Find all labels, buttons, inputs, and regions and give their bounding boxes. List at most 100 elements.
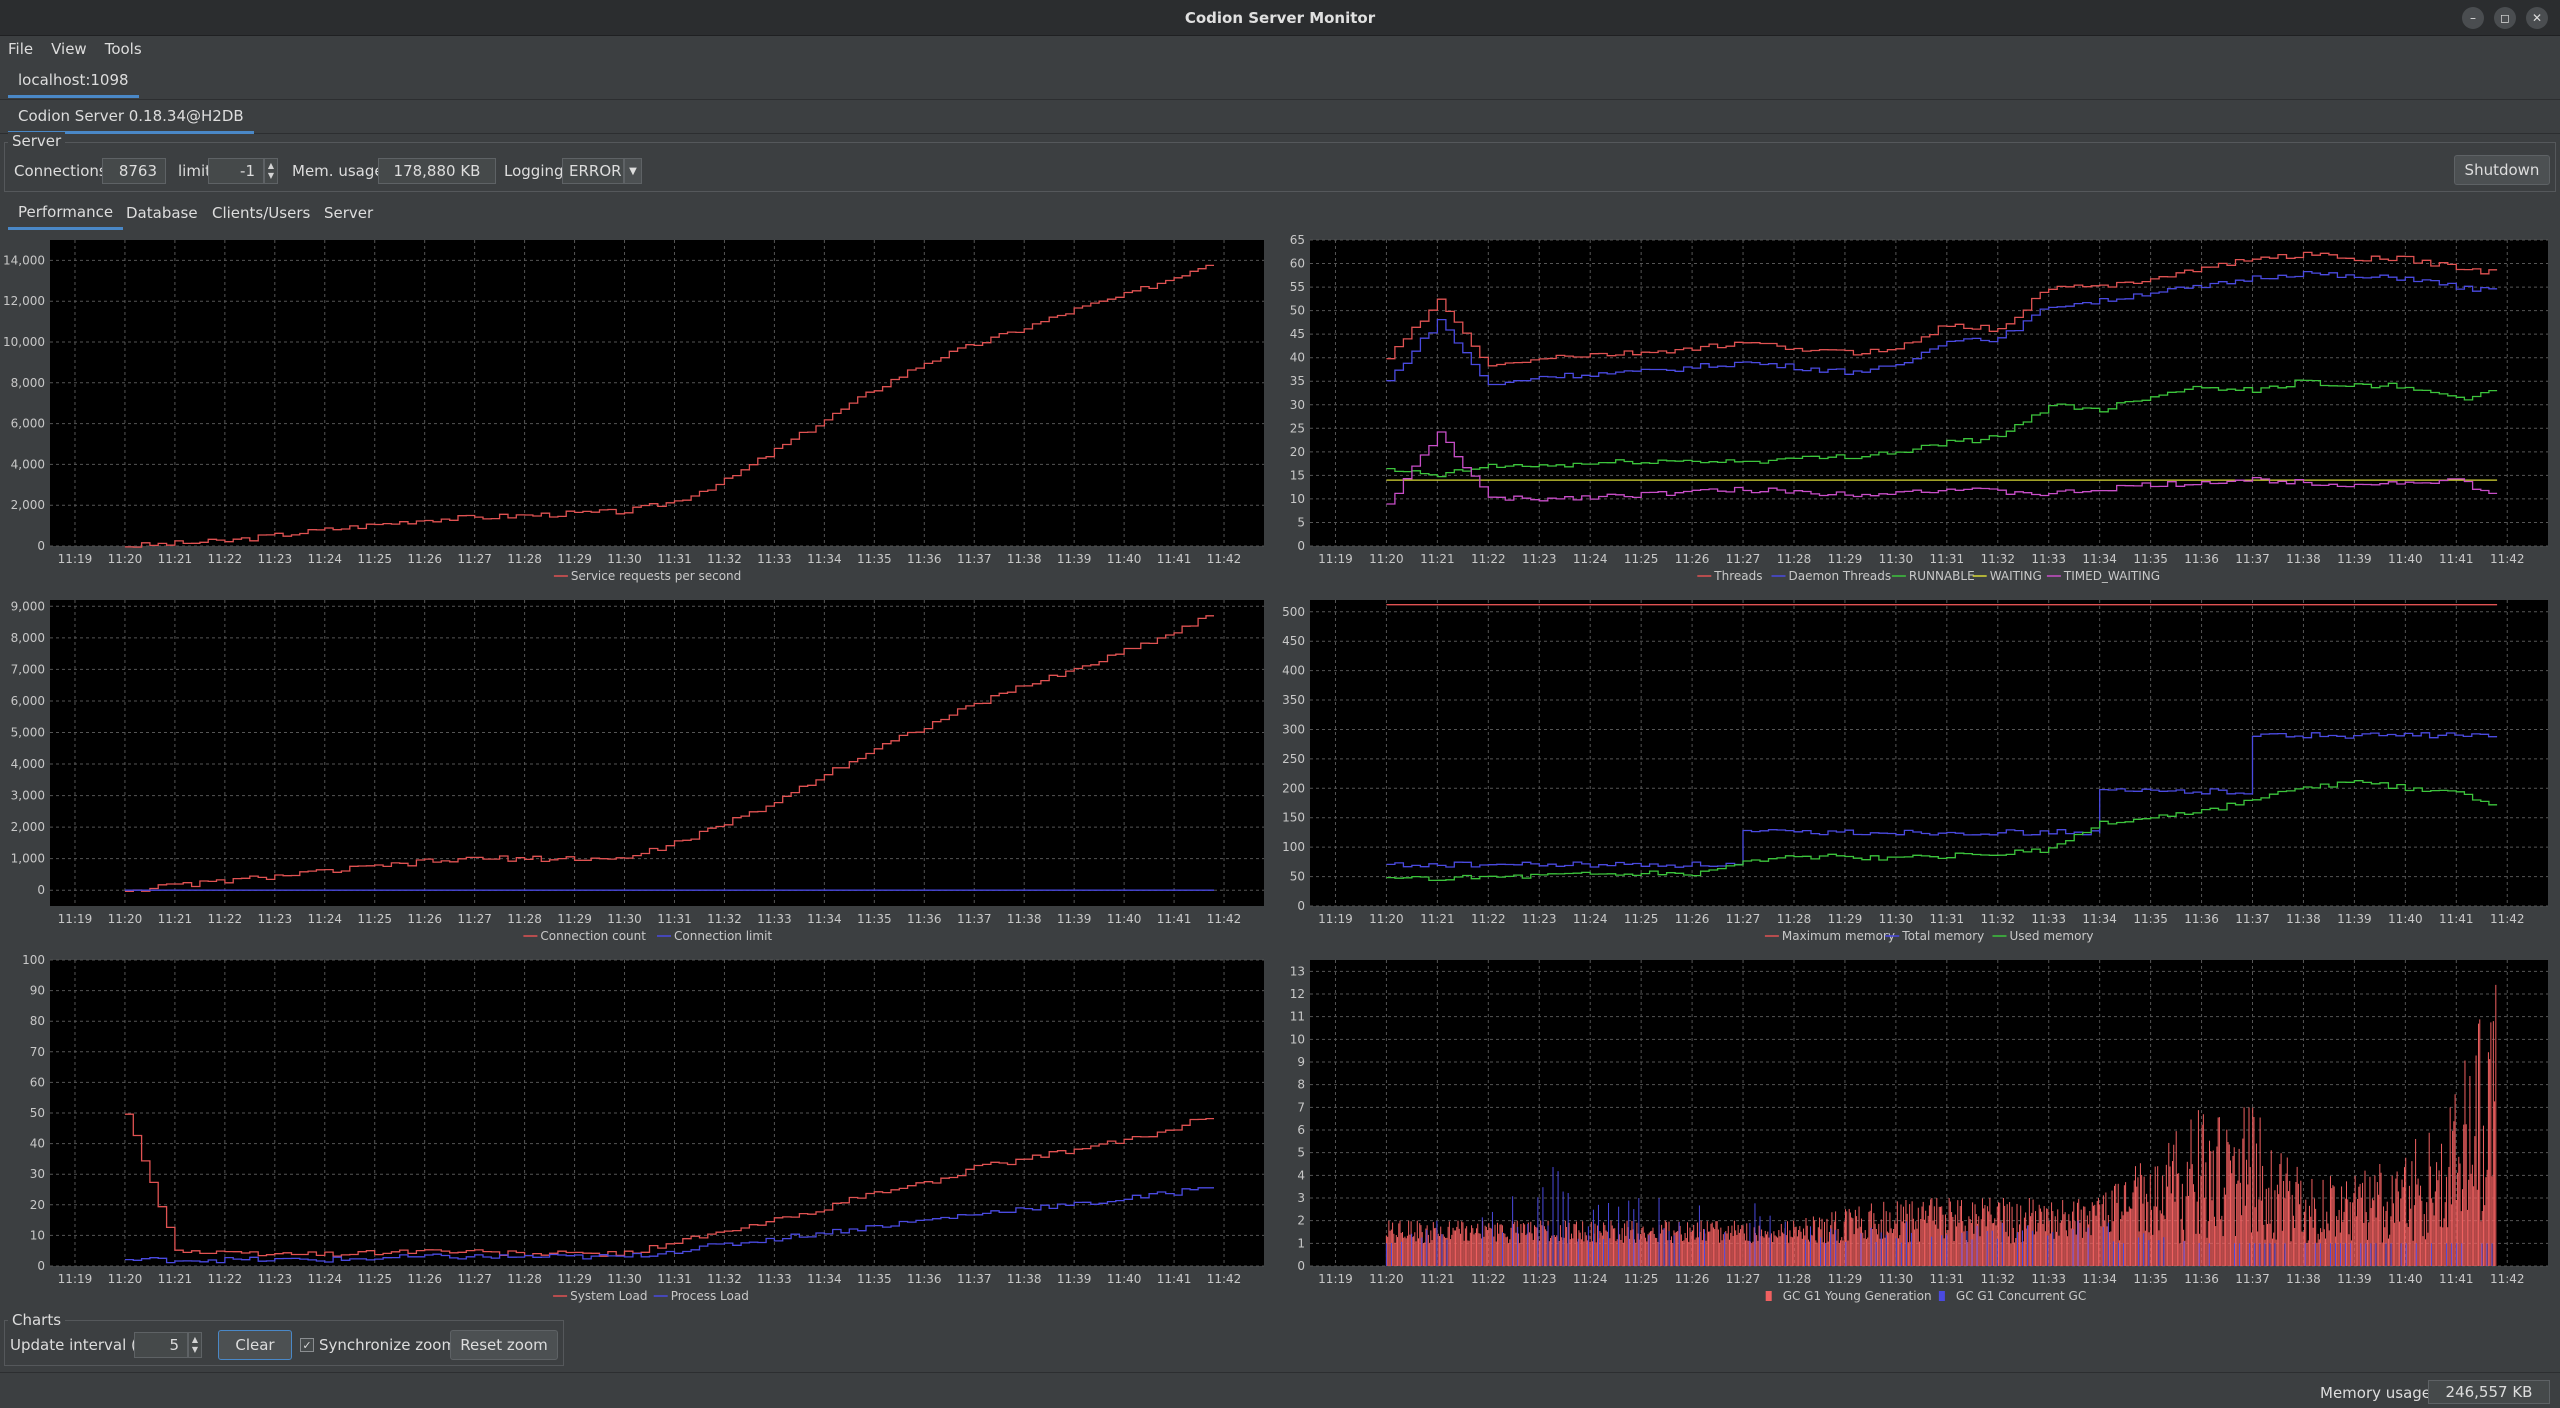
mem-usage-field[interactable]: 178,880 KB xyxy=(378,158,496,184)
x-tick-label: 11:42 xyxy=(2490,912,2525,926)
x-tick-label: 11:20 xyxy=(108,1272,143,1286)
x-tick-label: 11:20 xyxy=(1369,912,1404,926)
x-tick-label: 11:23 xyxy=(1522,912,1557,926)
x-tick-label: 11:26 xyxy=(407,552,442,566)
x-tick-label: 11:22 xyxy=(208,912,243,926)
tab-clients-users[interactable]: Clients/Users xyxy=(212,204,311,222)
x-tick-label: 11:33 xyxy=(2031,912,2066,926)
maximize-icon[interactable]: ◻ xyxy=(2494,7,2516,29)
y-tick-label: 5 xyxy=(1297,1146,1305,1160)
performance-tabs: Performance Database Clients/Users Serve… xyxy=(0,196,2560,232)
chart-memory[interactable]: 11:19 11:20 11:21 11:22 11:23 11:24 11:25 11:26… xyxy=(1280,592,2560,948)
minimize-icon[interactable]: – xyxy=(2462,7,2484,29)
x-tick-label: 11:32 xyxy=(1980,552,2015,566)
tab-server[interactable]: Server xyxy=(324,204,374,222)
legend-label: Connection limit xyxy=(674,929,772,943)
charts-group xyxy=(4,1320,564,1366)
chart-threads[interactable]: 11:19 11:20 11:21 11:22 11:23 11:24 11:25 11:26… xyxy=(1280,232,2560,588)
y-tick-label: 6,000 xyxy=(11,694,45,708)
logging-select[interactable]: ERROR xyxy=(562,158,624,184)
spin-up-icon[interactable]: ▲ xyxy=(191,1335,199,1344)
server-tab-bar: Codion Server 0.18.34@H2DB xyxy=(0,100,2560,134)
x-tick-label: 11:29 xyxy=(557,912,592,926)
tab-database[interactable]: Database xyxy=(126,204,198,222)
x-tick-label: 11:32 xyxy=(707,1272,742,1286)
menu-file[interactable]: File xyxy=(8,40,34,58)
x-tick-label: 11:37 xyxy=(2235,912,2270,926)
reset-zoom-button[interactable]: Reset zoom xyxy=(450,1330,558,1360)
x-tick-label: 11:30 xyxy=(607,912,642,926)
x-tick-label: 11:24 xyxy=(307,552,342,566)
chart-gc[interactable]: 11:19 11:20 11:21 11:22 11:23 11:24 11:25 11:26… xyxy=(1280,952,2560,1308)
x-tick-label: 11:22 xyxy=(208,552,243,566)
interval-spinner[interactable]: ▲ ▼ xyxy=(188,1332,202,1358)
x-tick-label: 11:21 xyxy=(158,1272,193,1286)
x-tick-label: 11:40 xyxy=(2388,1272,2423,1286)
x-tick-label: 11:38 xyxy=(1007,912,1042,926)
spin-down-icon[interactable]: ▼ xyxy=(191,1345,199,1354)
y-tick-label: 250 xyxy=(1282,752,1305,766)
legend: Connection count Connection limit xyxy=(523,929,772,943)
x-tick-label: 11:33 xyxy=(2031,552,2066,566)
series-line-1 xyxy=(1386,732,2498,868)
menu-view[interactable]: View xyxy=(51,40,87,58)
clear-button[interactable]: Clear xyxy=(218,1330,292,1360)
y-tick-label: 7,000 xyxy=(11,662,45,676)
spin-down-icon[interactable]: ▼ xyxy=(267,171,275,180)
x-tick-label: 11:36 xyxy=(907,912,942,926)
chevron-down-icon[interactable]: ▼ xyxy=(624,158,642,184)
x-tick-label: 11:35 xyxy=(857,552,892,566)
y-tick-label: 200 xyxy=(1282,781,1305,795)
x-tick-label: 11:31 xyxy=(1930,552,1965,566)
chart-load[interactable]: 11:19 11:20 11:21 11:22 11:23 11:24 11:25 11:26… xyxy=(0,952,1276,1308)
y-tick-label: 8,000 xyxy=(11,376,45,390)
sync-zoom-label[interactable]: Synchronize zoom xyxy=(319,1336,457,1354)
y-tick-label: 25 xyxy=(1290,421,1305,435)
y-tick-label: 10 xyxy=(1290,1032,1305,1046)
limit-field[interactable]: -1 xyxy=(208,158,264,184)
connections-field[interactable]: 8763 xyxy=(102,158,166,184)
x-tick-label: 11:28 xyxy=(507,552,542,566)
x-tick-label: 11:37 xyxy=(2235,552,2270,566)
shutdown-button[interactable]: Shutdown xyxy=(2454,155,2550,185)
x-tick-label: 11:23 xyxy=(258,912,293,926)
chart-connections[interactable]: 11:19 11:20 11:21 11:22 11:23 11:24 11:25 11:26… xyxy=(0,592,1276,948)
limit-spinner[interactable]: ▲ ▼ xyxy=(264,158,278,184)
y-tick-label: 9,000 xyxy=(11,599,45,613)
plot-area[interactable] xyxy=(50,600,1264,906)
update-interval-field[interactable]: 5 xyxy=(134,1332,188,1358)
y-tick-label: 3,000 xyxy=(11,789,45,803)
x-tick-label: 11:34 xyxy=(2082,1272,2117,1286)
x-tick-label: 11:26 xyxy=(407,912,442,926)
legend: System Load Process Load xyxy=(553,1289,749,1303)
plot-area[interactable] xyxy=(1310,240,2548,546)
tab-performance[interactable]: Performance xyxy=(8,196,124,230)
tab-localhost[interactable]: localhost:1098 xyxy=(8,64,139,98)
tab-server-instance[interactable]: Codion Server 0.18.34@H2DB xyxy=(8,100,254,134)
legend-label: Maximum memory xyxy=(1782,929,1895,943)
chart-load-svg: 11:19 11:20 11:21 11:22 11:23 11:24 11:25 11:26… xyxy=(22,953,1264,1303)
x-tick-label: 11:23 xyxy=(258,1272,293,1286)
plot-area[interactable] xyxy=(50,240,1264,546)
plot-area[interactable] xyxy=(1310,600,2548,906)
chart-gc-svg: 11:19 11:20 11:21 11:22 11:23 11:24 11:25 11:26… xyxy=(1290,960,2548,1303)
legend: GC G1 Young Generation GC G1 Concurrent G… xyxy=(1765,1289,2086,1303)
legend-label: Connection count xyxy=(540,929,646,943)
menu-tools[interactable]: Tools xyxy=(104,40,142,58)
spin-up-icon[interactable]: ▲ xyxy=(267,161,275,170)
x-tick-label: 11:27 xyxy=(457,912,492,926)
y-tick-label: 45 xyxy=(1290,327,1305,341)
y-tick-label: 0 xyxy=(1297,539,1305,553)
x-tick-label: 11:30 xyxy=(1879,912,1914,926)
y-tick-label: 20 xyxy=(1290,445,1305,459)
x-tick-label: 11:40 xyxy=(2388,912,2423,926)
x-tick-label: 11:24 xyxy=(307,912,342,926)
x-tick-label: 11:31 xyxy=(657,552,692,566)
series-line-2 xyxy=(1386,379,2498,478)
x-tick-label: 11:37 xyxy=(957,552,992,566)
close-icon[interactable]: ✕ xyxy=(2526,7,2548,29)
sync-zoom-checkbox[interactable]: ✓ xyxy=(300,1338,314,1352)
chart-requests[interactable]: 11:19 11:20 11:21 11:22 11:23 11:24 11:25 11:26… xyxy=(0,232,1276,588)
y-tick-label: 50 xyxy=(1290,870,1305,884)
x-tick-label: 11:22 xyxy=(1471,552,1506,566)
